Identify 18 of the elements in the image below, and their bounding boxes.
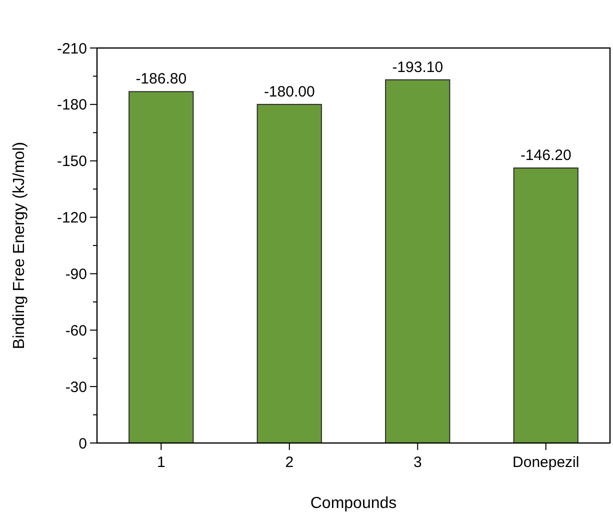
y-tick-label: -90 bbox=[65, 266, 87, 283]
y-tick-label: -30 bbox=[65, 378, 87, 396]
y-tick-label: 0 bbox=[78, 435, 87, 452]
data-label: -180.00 bbox=[264, 83, 315, 100]
y-tick-label: -180 bbox=[56, 96, 87, 114]
y-tick-label: -120 bbox=[56, 210, 87, 227]
y-axis-title: Binding Free Energy (kJ/mol) bbox=[11, 142, 28, 350]
data-label: -186.80 bbox=[136, 70, 187, 88]
x-tick-label: 2 bbox=[285, 454, 294, 471]
y-tick-label: -210 bbox=[56, 40, 87, 58]
x-tick-label: 3 bbox=[413, 454, 422, 471]
data-label: -146.20 bbox=[520, 147, 572, 164]
y-tick-label: -60 bbox=[65, 322, 87, 340]
x-tick-label: 1 bbox=[156, 454, 166, 471]
y-tick-label: -150 bbox=[56, 153, 87, 170]
x-axis-title: Compounds bbox=[310, 495, 397, 512]
data-label: -193.10 bbox=[392, 58, 444, 76]
x-tick-label: Donepezil bbox=[512, 454, 580, 471]
